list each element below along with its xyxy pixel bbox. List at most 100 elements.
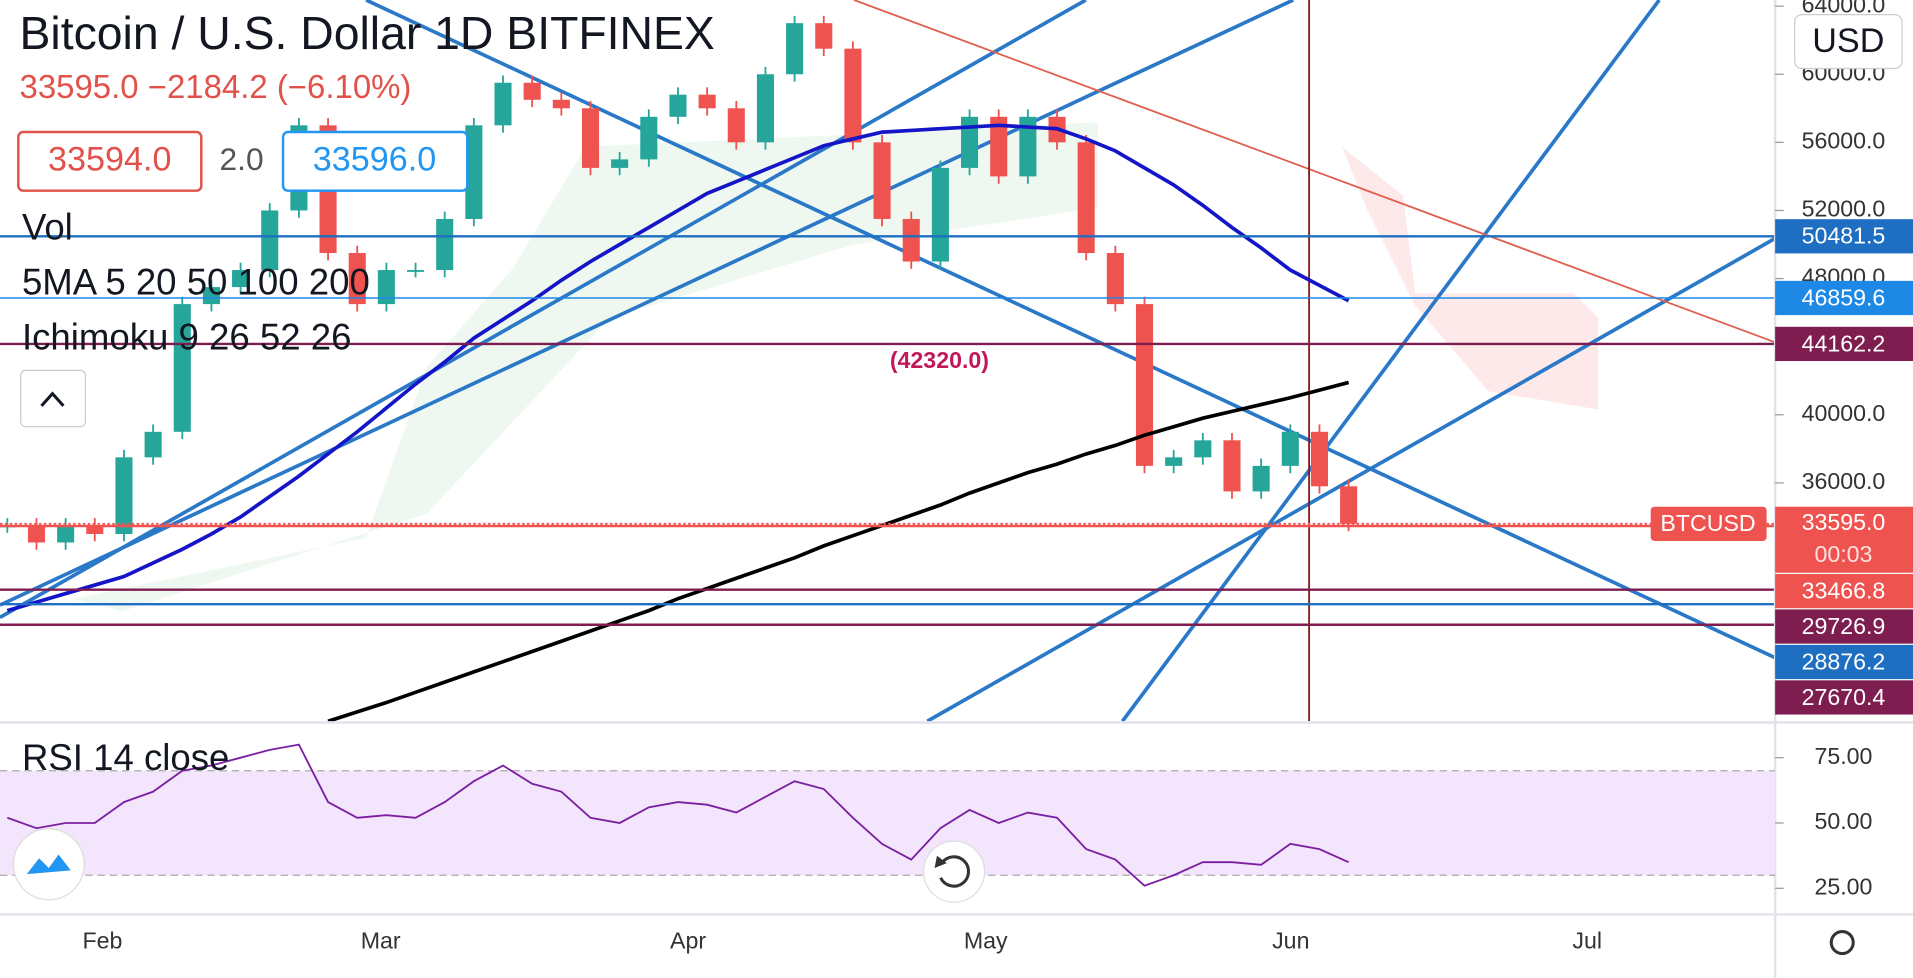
x-tick-label: Jun — [1272, 928, 1309, 954]
level-tag-label: 44162.2 — [1802, 330, 1886, 356]
candle — [115, 457, 133, 534]
collapse-button[interactable] — [20, 369, 87, 428]
reset-icon — [939, 855, 971, 888]
level-tag — [1775, 219, 1913, 254]
y-tick-label: 25.00 — [1814, 873, 1872, 899]
y-tick-label: 36000.0 — [1802, 468, 1886, 494]
candle — [756, 74, 774, 143]
trend-line — [0, 0, 1295, 607]
candle — [261, 210, 279, 271]
candle — [232, 270, 250, 288]
trend-line — [853, 0, 1776, 344]
reset-button[interactable] — [922, 840, 986, 903]
candle — [494, 82, 512, 126]
candle — [698, 94, 716, 109]
indicator-label: Ichimoku 9 26 52 26 — [22, 317, 352, 358]
level-tag-label: 50481.5 — [1802, 223, 1886, 249]
level-tag-label: 33466.8 — [1802, 577, 1886, 603]
ichimoku-cloud — [73, 122, 1099, 612]
candle — [1310, 431, 1328, 487]
reset-icon — [934, 855, 947, 868]
candle — [669, 94, 687, 117]
level-tag — [1775, 573, 1913, 609]
candle — [581, 108, 600, 168]
price-tag — [1775, 506, 1913, 573]
indicator-label: 5MA 5 20 50 100 200 — [22, 261, 370, 302]
x-tick-label: Apr — [670, 928, 706, 954]
collapse-icon — [40, 391, 65, 407]
candle — [27, 525, 46, 543]
candle — [902, 218, 920, 262]
symbol-tag-label: BTCUSD — [1660, 510, 1755, 536]
countdown: 00:03 — [1814, 541, 1872, 567]
candle — [552, 99, 570, 109]
y-tick-label: 52000.0 — [1802, 196, 1886, 222]
candle — [1194, 440, 1212, 458]
indicator-line — [327, 380, 1350, 722]
currency: USD — [1812, 22, 1884, 60]
price-tag-label: 33595.0 — [1802, 509, 1886, 535]
level-tag — [1775, 326, 1913, 362]
quote: 33595.0 −2184.2 (−6.10%) — [20, 68, 412, 105]
x-tick-label: Mar — [361, 928, 401, 954]
ask-button[interactable] — [281, 130, 469, 192]
indicator-line — [7, 743, 1349, 887]
level-tag-label: 29726.9 — [1802, 613, 1886, 639]
level-tag — [1775, 644, 1913, 680]
candle — [786, 23, 804, 75]
candle — [961, 116, 979, 168]
candle — [1223, 440, 1241, 492]
spread: 2.0 — [220, 141, 264, 177]
candle — [407, 270, 425, 272]
x-tick-label: Feb — [83, 928, 123, 954]
candle — [202, 287, 220, 305]
x-tick-label: May — [964, 928, 1008, 954]
candle — [727, 108, 745, 143]
drawings-icon — [26, 854, 71, 875]
candle — [990, 116, 1008, 177]
candle — [86, 525, 104, 534]
level-tag-label: 46859.6 — [1802, 284, 1886, 310]
level-tag — [1775, 680, 1913, 715]
candle — [348, 253, 366, 305]
candle — [844, 48, 862, 143]
candle — [173, 304, 191, 432]
level-tag-label: 28876.2 — [1802, 648, 1886, 674]
candle — [1281, 431, 1299, 466]
trend-line — [365, 0, 1776, 660]
candle — [436, 218, 454, 271]
drawings-button[interactable] — [12, 828, 85, 901]
y-tick-label: 75.00 — [1814, 743, 1872, 769]
candle — [1019, 116, 1037, 177]
level-tag-label: 27670.4 — [1802, 684, 1886, 710]
trend-line — [0, 0, 1087, 619]
candle — [1165, 457, 1183, 466]
candle — [1077, 142, 1095, 254]
trend-line — [926, 236, 1776, 722]
bid-button[interactable] — [17, 130, 203, 192]
candle — [1252, 465, 1270, 492]
y-tick-label: 64000.0 — [1802, 0, 1886, 17]
settings-icon[interactable] — [1829, 930, 1855, 956]
indicator-label: RSI 14 close — [22, 737, 229, 778]
candle — [1340, 486, 1358, 524]
candle — [1106, 253, 1124, 305]
level-tag — [1775, 280, 1913, 316]
y-tick-label: 40000.0 — [1802, 400, 1886, 426]
axes: 36000.040000.044000.048000.052000.056000… — [0, 0, 1885, 954]
candle — [523, 82, 541, 100]
ask: 33596.0 — [313, 140, 436, 178]
candle — [815, 23, 833, 49]
symbol-tag — [1650, 506, 1767, 541]
indicator-line — [6, 123, 1350, 613]
trend-line — [1120, 0, 1661, 722]
x-tick-label: Jul — [1572, 928, 1602, 954]
overlay: (42320.0) Bitcoin / U.S. Dollar 1D BITFI… — [12, 7, 1913, 956]
currency-button[interactable] — [1794, 14, 1903, 70]
candle — [57, 525, 75, 543]
indicator-label: Vol — [22, 206, 73, 247]
candle — [611, 159, 629, 168]
price-pane — [0, 0, 1776, 722]
candle — [931, 167, 949, 262]
